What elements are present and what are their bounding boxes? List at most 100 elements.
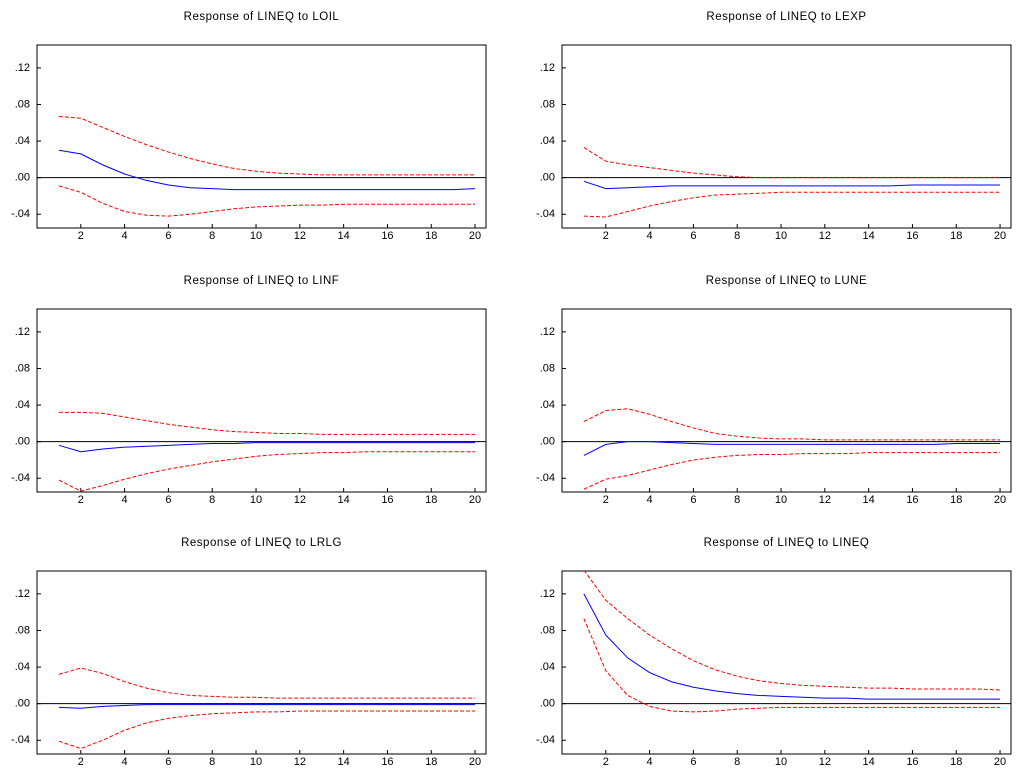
x-tick-label: 8 <box>209 230 215 242</box>
x-tick-label: 8 <box>209 494 215 506</box>
x-tick-label: 20 <box>469 756 481 768</box>
x-tick-label: 2 <box>603 230 609 242</box>
y-tick-label: .00 <box>540 698 555 710</box>
y-tick-label: .12 <box>15 62 30 74</box>
x-tick-label: 10 <box>250 494 262 506</box>
panel: Response of LINEQ to LOIL -.04 .00 .04 .08 .1… <box>11 11 487 242</box>
y-tick-label: -.04 <box>11 472 30 484</box>
x-tick-label: 20 <box>994 494 1006 506</box>
x-tick-label: 20 <box>469 494 481 506</box>
response-line <box>583 441 1001 456</box>
response-line <box>58 704 476 709</box>
x-tick-label: 16 <box>906 230 918 242</box>
plot-frame <box>36 308 487 493</box>
y-tick-label: -.04 <box>11 208 30 220</box>
x-tick-label: 12 <box>294 230 306 242</box>
y-tick-label: .12 <box>15 326 30 338</box>
x-tick-label: 4 <box>122 494 128 506</box>
x-tick-label: 8 <box>209 756 215 768</box>
x-tick-label: 18 <box>425 494 437 506</box>
confidence-band-line <box>58 667 476 699</box>
confidence-band-line <box>58 411 476 435</box>
x-tick-label: 4 <box>122 756 128 768</box>
x-tick-label: 4 <box>647 494 653 506</box>
x-tick-label: 6 <box>165 494 171 506</box>
panel: Response of LINEQ to LINF -.04 .00 .04 .08 .1… <box>11 275 487 506</box>
response-line <box>583 593 1001 700</box>
x-tick-label: 20 <box>469 230 481 242</box>
y-tick-label: -.04 <box>536 734 555 746</box>
confidence-band-line <box>583 618 1001 713</box>
panel-title: Response of LINEQ to LRLG <box>181 537 342 549</box>
confidence-band-line <box>58 185 476 217</box>
confidence-band-line <box>58 710 476 750</box>
x-tick-label: 10 <box>250 756 262 768</box>
y-tick-label: .08 <box>540 98 555 110</box>
x-tick-label: 8 <box>734 494 740 506</box>
x-tick-label: 4 <box>647 230 653 242</box>
x-tick-label: 16 <box>381 494 393 506</box>
x-tick-label: 14 <box>338 230 350 242</box>
y-tick-label: .08 <box>15 362 30 374</box>
y-tick-label: .08 <box>15 624 30 636</box>
plot-frame <box>561 570 1012 755</box>
response-line <box>58 149 476 191</box>
y-tick-label: .04 <box>15 399 30 411</box>
x-tick-label: 6 <box>165 230 171 242</box>
x-tick-label: 18 <box>950 230 962 242</box>
panel-title: Response of LINEQ to LEXP <box>706 11 866 23</box>
x-tick-label: 12 <box>819 756 831 768</box>
y-tick-label: .04 <box>15 661 30 673</box>
confidence-band-line <box>583 408 1001 441</box>
confidence-band-line <box>583 452 1001 490</box>
y-tick-label: .08 <box>540 624 555 636</box>
x-tick-label: 4 <box>122 230 128 242</box>
plot-frame <box>36 44 487 229</box>
y-tick-label: .12 <box>540 326 555 338</box>
x-tick-label: 2 <box>78 494 84 506</box>
x-tick-label: 6 <box>165 756 171 768</box>
confidence-band-line <box>583 191 1001 218</box>
panel: Response of LINEQ to LUNE -.04 .00 .04 .08 .1… <box>536 275 1012 506</box>
y-tick-label: .00 <box>15 436 30 448</box>
x-tick-label: 16 <box>906 494 918 506</box>
x-tick-label: 12 <box>819 230 831 242</box>
response-line <box>583 180 1001 190</box>
panel-title: Response of LINEQ to LUNE <box>706 275 867 287</box>
y-tick-label: .12 <box>15 588 30 600</box>
confidence-band-line <box>58 115 476 176</box>
x-tick-label: 6 <box>690 494 696 506</box>
panel-title: Response of LINEQ to LOIL <box>184 11 340 23</box>
y-tick-label: -.04 <box>11 734 30 746</box>
x-tick-label: 4 <box>647 756 653 768</box>
plot-frame <box>36 570 487 755</box>
x-tick-label: 8 <box>734 756 740 768</box>
response-line <box>58 442 476 453</box>
y-tick-label: .00 <box>15 172 30 184</box>
x-tick-label: 12 <box>819 494 831 506</box>
x-tick-label: 2 <box>78 756 84 768</box>
y-tick-label: .12 <box>540 62 555 74</box>
y-tick-label: .04 <box>15 135 30 147</box>
plot-frame <box>561 44 1012 229</box>
x-tick-label: 8 <box>734 230 740 242</box>
x-tick-label: 2 <box>78 230 84 242</box>
x-tick-label: 6 <box>690 756 696 768</box>
x-tick-label: 12 <box>294 494 306 506</box>
x-tick-label: 20 <box>994 756 1006 768</box>
y-tick-label: .08 <box>15 98 30 110</box>
y-tick-label: .04 <box>540 661 555 673</box>
y-tick-label: -.04 <box>536 208 555 220</box>
x-tick-label: 10 <box>775 494 787 506</box>
x-tick-label: 18 <box>425 756 437 768</box>
confidence-band-line <box>58 451 476 492</box>
x-tick-label: 18 <box>425 230 437 242</box>
x-tick-label: 2 <box>603 494 609 506</box>
plot-frame <box>561 308 1012 493</box>
y-tick-label: -.04 <box>536 472 555 484</box>
y-tick-label: .04 <box>540 399 555 411</box>
y-tick-label: .04 <box>540 135 555 147</box>
x-tick-label: 12 <box>294 756 306 768</box>
panel-title: Response of LINEQ to LINF <box>184 275 340 287</box>
